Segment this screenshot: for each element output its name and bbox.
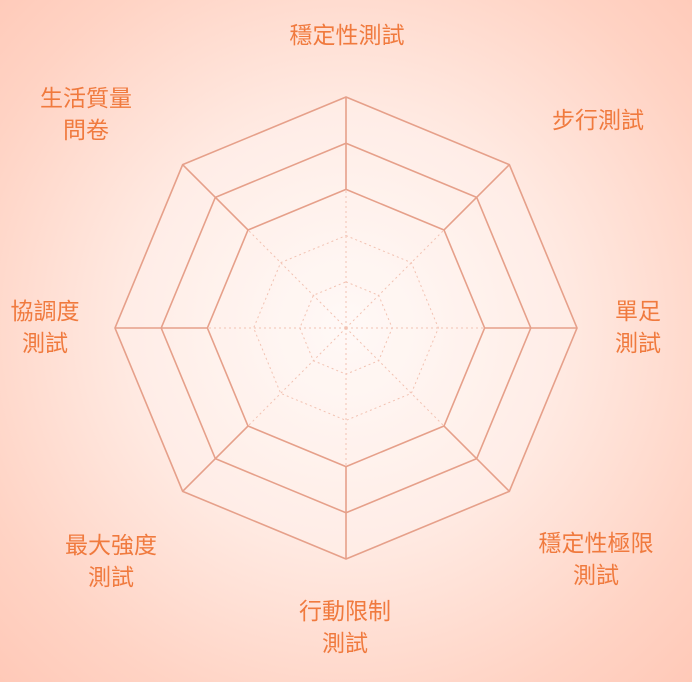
radar-spoke-inner [247,327,347,427]
axis-label-line: 最大強度 [65,533,157,559]
axis-label-quality-of-life: 生活質量 問卷 [40,83,132,147]
axis-label-line: 協調度 [10,299,80,325]
axis-label-line: 行動限制 [299,599,391,625]
axis-label-line: 測試 [573,563,619,589]
radar-spoke-outer [182,164,249,231]
axis-label-line: 測試 [22,331,68,357]
radar-spoke-outer [443,164,510,231]
axis-label-line: 單足 [615,299,661,325]
radar-ring-2 [253,235,439,421]
axis-label-line: 生活質量 [40,86,132,112]
axis-label-line: 步行測試 [552,108,644,134]
axis-label-mobility-limit: 行動限制 測試 [299,596,391,660]
axis-label-stability: 穩定性測試 [290,20,405,52]
radar-spoke-inner [247,229,347,329]
axis-label-max-strength: 最大強度 測試 [65,530,157,594]
radar-spoke-inner [345,327,445,427]
radar-spokes [115,97,577,559]
axis-label-line: 穩定性測試 [289,23,405,49]
axis-label-line: 問卷 [63,118,109,144]
axis-label-line: 測試 [615,331,661,357]
axis-label-coordination: 協調度 測試 [11,296,80,360]
axis-label-stability-limit: 穩定性極限 測試 [539,528,654,592]
radar-spoke-outer [182,425,249,492]
axis-label-line: 測試 [322,631,368,657]
radar-spoke-inner [345,229,445,329]
axis-label-walking: 步行測試 [552,105,644,137]
axis-label-single-leg: 單足 測試 [615,296,661,360]
axis-label-line: 穩定性極限 [538,531,654,557]
axis-label-line: 測試 [88,565,134,591]
radar-spoke-outer [443,425,510,492]
